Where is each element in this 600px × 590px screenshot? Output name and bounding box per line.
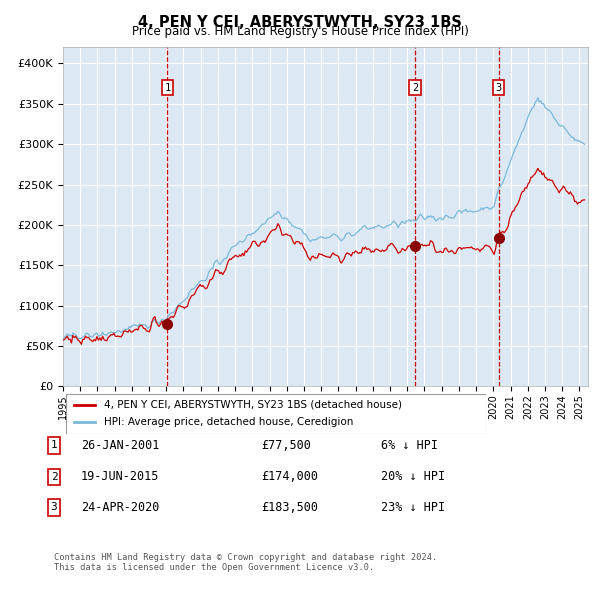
Text: £174,000: £174,000 <box>261 470 318 483</box>
Text: Contains HM Land Registry data © Crown copyright and database right 2024.: Contains HM Land Registry data © Crown c… <box>54 553 437 562</box>
Text: 6% ↓ HPI: 6% ↓ HPI <box>381 439 438 452</box>
Text: 24-APR-2020: 24-APR-2020 <box>81 501 160 514</box>
Text: Price paid vs. HM Land Registry's House Price Index (HPI): Price paid vs. HM Land Registry's House … <box>131 25 469 38</box>
Text: £183,500: £183,500 <box>261 501 318 514</box>
Text: 26-JAN-2001: 26-JAN-2001 <box>81 439 160 452</box>
Text: 2: 2 <box>412 83 418 93</box>
Text: 3: 3 <box>50 503 58 512</box>
Text: HPI: Average price, detached house, Ceredigion: HPI: Average price, detached house, Cere… <box>104 417 353 427</box>
Text: 20% ↓ HPI: 20% ↓ HPI <box>381 470 445 483</box>
Text: 4, PEN Y CEI, ABERYSTWYTH, SY23 1BS (detached house): 4, PEN Y CEI, ABERYSTWYTH, SY23 1BS (det… <box>104 400 402 410</box>
FancyBboxPatch shape <box>66 394 486 434</box>
Text: 1: 1 <box>164 83 170 93</box>
Text: 1: 1 <box>50 441 58 450</box>
Text: 4, PEN Y CEI, ABERYSTWYTH, SY23 1BS: 4, PEN Y CEI, ABERYSTWYTH, SY23 1BS <box>138 15 462 30</box>
Text: £77,500: £77,500 <box>261 439 311 452</box>
Text: 23% ↓ HPI: 23% ↓ HPI <box>381 501 445 514</box>
Text: 3: 3 <box>496 83 502 93</box>
Text: 2: 2 <box>50 472 58 481</box>
Text: This data is licensed under the Open Government Licence v3.0.: This data is licensed under the Open Gov… <box>54 563 374 572</box>
Text: 19-JUN-2015: 19-JUN-2015 <box>81 470 160 483</box>
